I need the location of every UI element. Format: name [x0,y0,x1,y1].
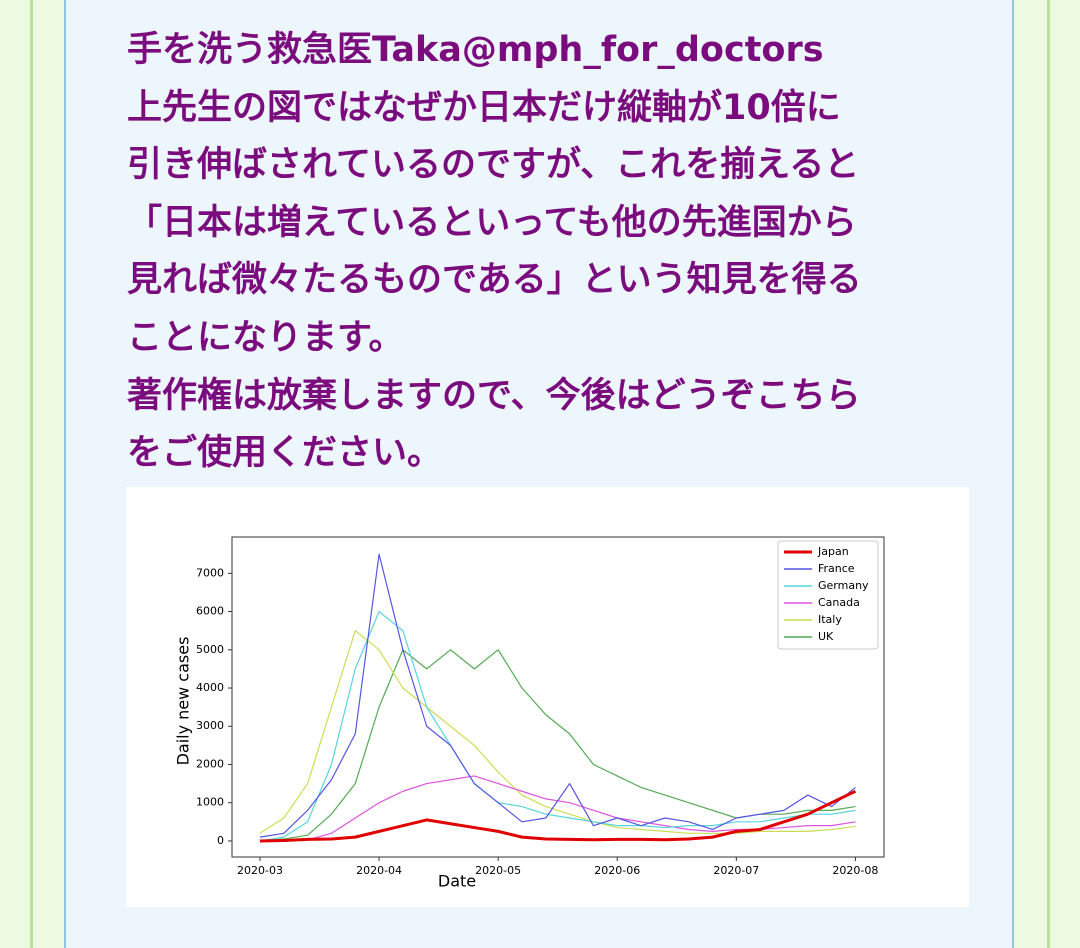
y-tick-label: 3000 [196,719,224,732]
x-tick-label: 2020-04 [356,864,402,877]
legend-label: France [818,562,855,575]
x-tick-label: 2020-03 [237,864,283,877]
y-tick-label: 7000 [196,566,224,579]
x-tick-label: 2020-06 [594,864,640,877]
y-tick-label: 1000 [196,796,224,809]
post-line: 著作権は放棄しますので、今後はどうぞこちら [127,375,861,416]
border-right [1047,0,1050,948]
y-tick-label: 6000 [196,605,224,618]
y-axis-label: Daily new cases [174,637,193,766]
post-line: 手を洗う救急医Taka@mph_for_doctors [127,30,824,70]
legend-box [777,540,879,650]
y-tick-label: 5000 [196,643,224,656]
series-line [259,610,856,842]
legend-label: Japan [817,545,849,558]
legend-label: Italy [818,613,842,626]
series-line [259,553,856,838]
legend-label: Canada [818,596,860,609]
plot-frame [231,536,885,858]
chart: Date Daily new cases 0 1000 2000 3000 4000 50… [126,487,969,907]
post-line: 見れば微々たるものである」という知見を得る [127,260,862,301]
border-left [30,0,33,948]
post-line: をご使用ください。 [127,433,443,474]
series-line [259,789,857,843]
x-tick-label: 2020-08 [832,864,878,877]
x-tick-label: 2020-07 [713,864,759,877]
legend-label: Germany [818,579,869,592]
x-axis-label: Date [438,872,476,891]
x-tick-label: 2020-05 [475,864,521,877]
post-line: ことになります。 [127,317,404,358]
series-line [259,630,856,834]
post-text: 手を洗う救急医Taka@mph_for_doctors 上先生の図ではなぜか日本だ… [127,22,862,483]
y-tick-label: 2000 [196,757,224,770]
post-line: 「日本は増えているといっても他の先進国から [127,202,857,243]
post-line: 上先生の図ではなぜか日本だけ縦軸が10倍に [127,87,841,128]
legend-label: UK [818,630,834,643]
y-tick-label: 0 [217,834,224,847]
post-line: 引き伸ばされているのですが、これを揃えると [127,145,860,186]
y-tick-label: 4000 [196,681,224,694]
